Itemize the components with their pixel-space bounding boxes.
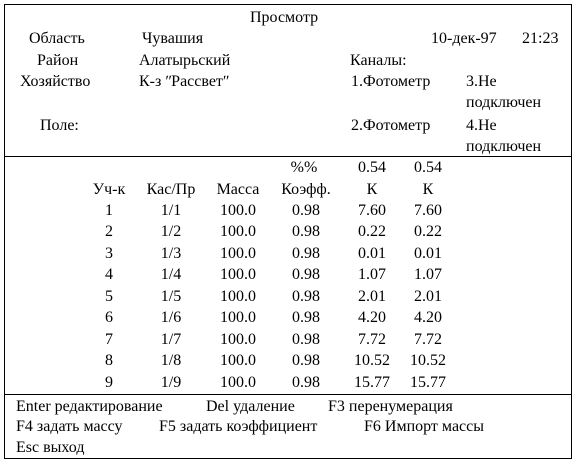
coef-cell: 0.98 — [292, 309, 320, 326]
plot-cell: 3 — [105, 245, 113, 262]
cas-cell: 1/1 — [160, 202, 182, 219]
channel-2-coef-header: 0.54 — [414, 159, 442, 176]
table-row[interactable]: 6 1/6 100.0 0.98 4.20 4.20 — [0, 308, 579, 328]
cas-cell: 1/4 — [160, 266, 182, 283]
k2-cell: 2.01 — [414, 288, 442, 305]
mass-cell: 100.0 — [220, 266, 256, 283]
channel-3-line2: подключен — [466, 94, 542, 111]
k1-cell: 4.20 — [358, 309, 386, 326]
table-row[interactable]: 1 1/1 100.0 0.98 7.60 7.60 — [0, 201, 579, 221]
plot-column-header: Уч-к — [92, 181, 126, 198]
k1-cell: 7.72 — [358, 331, 386, 348]
table-row[interactable]: 7 1/7 100.0 0.98 7.72 7.72 — [0, 330, 579, 350]
plot-cell: 2 — [105, 223, 113, 240]
channels-label: Каналы: — [350, 52, 407, 69]
mass-cell: 100.0 — [220, 331, 256, 348]
cas-cell: 1/7 — [160, 331, 182, 348]
channel-2: 2.Фотометр — [351, 117, 431, 134]
field-label: Поле: — [40, 117, 79, 134]
region-label: Область — [29, 30, 85, 47]
k1-cell: 10.52 — [354, 352, 390, 369]
table-row[interactable]: 2 1/2 100.0 0.98 0.22 0.22 — [0, 222, 579, 242]
mass-cell: 100.0 — [220, 245, 256, 262]
cas-cell: 1/6 — [160, 309, 182, 326]
mass-column-header: Масса — [216, 181, 260, 198]
table-row[interactable]: 4 1/4 100.0 0.98 1.07 1.07 — [0, 265, 579, 285]
header-divider — [4, 156, 572, 157]
esc-exit-hint[interactable]: Esc выход — [16, 439, 85, 456]
cas-cell: 1/2 — [160, 223, 182, 240]
plot-cell: 6 — [105, 309, 113, 326]
plot-cell: 8 — [105, 352, 113, 369]
k2-cell: 4.20 — [414, 309, 442, 326]
cas-cell: 1/8 — [160, 352, 182, 369]
screen-frame — [4, 4, 572, 459]
channel-1: 1.Фотометр — [351, 73, 431, 90]
k1-cell: 2.01 — [358, 288, 386, 305]
mass-cell: 100.0 — [220, 223, 256, 240]
cas-cell: 1/3 — [160, 245, 182, 262]
mass-cell: 100.0 — [220, 309, 256, 326]
mass-cell: 100.0 — [220, 288, 256, 305]
k2-column-header: К — [422, 181, 434, 198]
cas-cell: 1/9 — [160, 374, 182, 391]
f5-set-coef-hint[interactable]: F5 задать коэффициент — [159, 418, 318, 435]
k1-cell: 0.22 — [358, 223, 386, 240]
farm-value: К-з ʺРассветʺ — [139, 73, 229, 90]
coef-column-header: Коэфф. — [281, 181, 331, 198]
k2-cell: 10.52 — [410, 352, 446, 369]
mass-cell: 100.0 — [220, 202, 256, 219]
table-row[interactable]: 5 1/5 100.0 0.98 2.01 2.01 — [0, 287, 579, 307]
plot-cell: 9 — [105, 374, 113, 391]
coef-cell: 0.98 — [292, 288, 320, 305]
cas-column-header: Кас/Пр — [146, 181, 196, 198]
coef-cell: 0.98 — [292, 331, 320, 348]
footer-divider — [4, 394, 572, 395]
district-value: Алатырьский — [139, 52, 231, 69]
enter-edit-hint[interactable]: Enter редактирование — [16, 398, 163, 415]
district-label: Район — [37, 52, 79, 69]
k2-cell: 0.22 — [414, 223, 442, 240]
k1-cell: 7.60 — [358, 202, 386, 219]
coef-cell: 0.98 — [292, 352, 320, 369]
table-row[interactable]: 8 1/8 100.0 0.98 10.52 10.52 — [0, 351, 579, 371]
k1-column-header: К — [366, 181, 378, 198]
k2-cell: 7.72 — [414, 331, 442, 348]
k2-cell: 0.01 — [414, 245, 442, 262]
k1-cell: 1.07 — [358, 266, 386, 283]
plot-cell: 4 — [105, 266, 113, 283]
plot-cell: 7 — [105, 331, 113, 348]
mass-cell: 100.0 — [220, 352, 256, 369]
coef-cell: 0.98 — [292, 202, 320, 219]
channel-1-coef-header: 0.54 — [358, 159, 386, 176]
k2-cell: 7.60 — [414, 202, 442, 219]
channel-4-line1: 4.Не — [466, 117, 497, 134]
k1-cell: 15.77 — [354, 374, 390, 391]
coef-cell: 0.98 — [292, 245, 320, 262]
f4-set-mass-hint[interactable]: F4 задать массу — [16, 418, 123, 435]
k2-cell: 1.07 — [414, 266, 442, 283]
date-display: 10-дек-97 — [431, 30, 497, 47]
k2-cell: 15.77 — [410, 374, 446, 391]
k1-cell: 0.01 — [358, 245, 386, 262]
table-row[interactable]: 3 1/3 100.0 0.98 0.01 0.01 — [0, 244, 579, 264]
screen-title: Просмотр — [250, 9, 319, 26]
mass-cell: 100.0 — [220, 374, 256, 391]
coef-cell: 0.98 — [292, 223, 320, 240]
coef-cell: 0.98 — [292, 266, 320, 283]
cas-cell: 1/5 — [160, 288, 182, 305]
f3-renumber-hint[interactable]: F3 перенумерация — [328, 398, 453, 415]
channel-4-line2: подключен — [466, 138, 542, 155]
region-value: Чувашия — [142, 30, 204, 47]
table-row[interactable]: 9 1/9 100.0 0.98 15.77 15.77 — [0, 373, 579, 393]
coef-unit-header: %% — [290, 159, 318, 176]
plot-cell: 5 — [105, 288, 113, 305]
time-display: 21:23 — [522, 30, 559, 47]
plot-cell: 1 — [105, 202, 113, 219]
channel-3-line1: 3.Не — [466, 73, 497, 90]
del-delete-hint[interactable]: Del удаление — [206, 398, 295, 415]
coef-cell: 0.98 — [292, 374, 320, 391]
f6-import-mass-hint[interactable]: F6 Импорт массы — [364, 418, 484, 435]
farm-label: Хозяйство — [20, 73, 91, 90]
